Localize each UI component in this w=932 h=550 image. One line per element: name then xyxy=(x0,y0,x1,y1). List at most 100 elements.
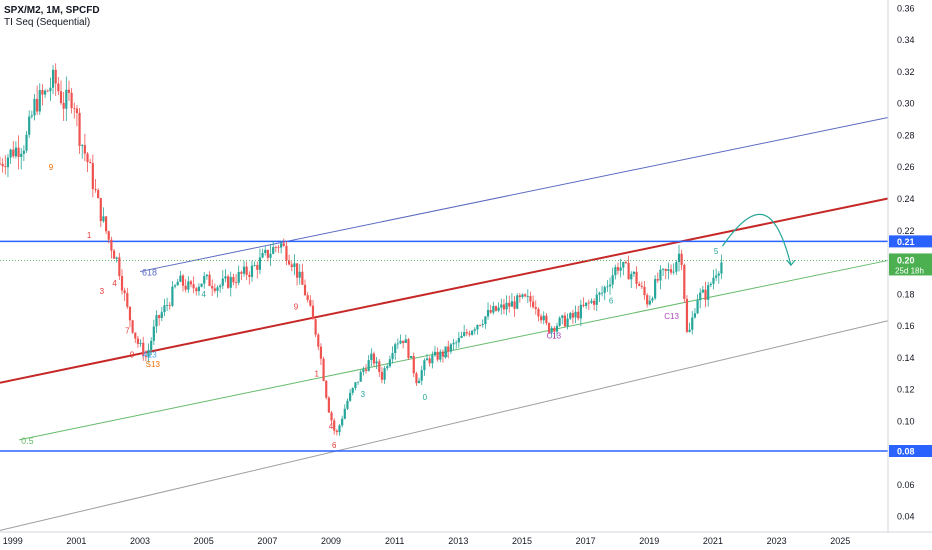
candle-body xyxy=(20,153,23,157)
candle-body xyxy=(51,69,55,88)
price-axis[interactable]: 0.36 0.34 0.32 0.30 0.28 0.26 0.24 0.22 0.20 0.18… xyxy=(887,0,932,550)
candle-body xyxy=(136,338,140,344)
candle-body xyxy=(171,286,174,306)
candle-body xyxy=(590,300,593,303)
candle-body xyxy=(436,351,439,360)
candle-body xyxy=(232,276,235,283)
candle-body xyxy=(571,313,575,318)
trend-line[interactable] xyxy=(18,259,889,441)
candle-body xyxy=(59,91,63,103)
candle-body xyxy=(378,361,381,372)
candle-body xyxy=(22,150,25,154)
time-tick-label: 2019 xyxy=(639,536,659,546)
candle-body xyxy=(309,299,312,306)
candle-body xyxy=(253,265,256,266)
candle-body xyxy=(595,294,598,305)
candle-body xyxy=(412,356,415,374)
candle-body xyxy=(266,249,269,258)
candle-body xyxy=(447,346,450,352)
candle-body xyxy=(561,315,564,318)
candle-body xyxy=(150,340,153,351)
candle-body xyxy=(314,319,317,335)
candle-body xyxy=(6,157,10,168)
candle-body xyxy=(160,312,163,318)
candle-body xyxy=(49,87,52,92)
candle-body xyxy=(301,271,304,285)
candle-body xyxy=(372,353,376,364)
candle-body xyxy=(272,247,275,254)
trend-line[interactable] xyxy=(139,117,889,273)
candle-body xyxy=(192,284,195,289)
candle-body xyxy=(364,369,368,371)
candle-body xyxy=(468,333,471,335)
candle-body xyxy=(463,332,466,337)
candle-body xyxy=(439,351,442,360)
candle-body xyxy=(158,315,161,318)
candle-body xyxy=(9,149,12,158)
candle-body xyxy=(152,326,155,341)
candle-body xyxy=(505,302,508,310)
price-tick-label: 0.14 xyxy=(897,353,915,363)
candle-body xyxy=(383,368,386,380)
candle-body xyxy=(86,153,89,163)
candle-body xyxy=(242,266,246,274)
time-tick-label: 2007 xyxy=(257,536,277,546)
candle-body xyxy=(402,340,405,344)
candle-body xyxy=(415,373,418,384)
level-badge-label: 0.08 xyxy=(897,447,915,457)
candle-body xyxy=(94,189,97,191)
trend-line[interactable] xyxy=(0,320,889,531)
candle-body xyxy=(563,315,567,327)
price-tick-label: 0.16 xyxy=(897,321,915,331)
forecast-arrow[interactable] xyxy=(722,213,792,266)
candle-body xyxy=(683,264,686,299)
candle-body xyxy=(391,353,394,360)
candle-body xyxy=(346,400,349,409)
candle-body xyxy=(245,266,248,275)
candle-body xyxy=(298,271,301,278)
candle-body xyxy=(237,271,240,283)
candle-body xyxy=(155,315,158,327)
candle-body xyxy=(317,334,320,347)
candle-body xyxy=(126,293,129,307)
candle-body xyxy=(539,316,543,321)
candle-body xyxy=(598,292,601,295)
candle-body xyxy=(627,262,630,280)
candle-body xyxy=(712,277,715,284)
candle-body xyxy=(338,425,341,433)
candle-body xyxy=(534,307,537,310)
sequential-label: 6 xyxy=(332,441,337,450)
candle-body xyxy=(717,273,720,276)
candle-body xyxy=(547,323,551,333)
candle-body xyxy=(478,325,482,326)
price-tick-label: 0.24 xyxy=(897,194,915,204)
sequential-label: C13 xyxy=(664,312,679,321)
sequential-label: 1 xyxy=(87,231,92,240)
candle-body xyxy=(131,320,134,333)
candle-body xyxy=(285,245,288,261)
candle-body xyxy=(449,344,452,352)
sequential-label: A13 xyxy=(142,350,157,359)
price-tick-label: 0.30 xyxy=(897,99,915,109)
candle-body xyxy=(0,163,2,165)
candle-body xyxy=(144,356,147,358)
candle-body xyxy=(417,380,421,384)
candle-body xyxy=(661,268,665,270)
candle-body xyxy=(553,327,556,332)
candle-body xyxy=(293,263,296,268)
time-axis[interactable]: 1999 2001 2003 2005 2007 2009 2011 2013 2015 2017… xyxy=(0,531,932,550)
time-tick-label: 2025 xyxy=(830,536,850,546)
candle-body xyxy=(142,342,145,357)
candle-body xyxy=(163,305,166,313)
candle-body xyxy=(640,285,643,287)
level-badge xyxy=(889,445,932,458)
candle-body xyxy=(460,336,463,338)
candle-body xyxy=(614,267,617,276)
price-tick-label: 0.32 xyxy=(897,67,915,77)
candle-body xyxy=(489,310,492,313)
trend-line-label: 0.5 xyxy=(21,436,34,446)
candle-body xyxy=(282,243,285,246)
candle-body xyxy=(508,302,511,307)
